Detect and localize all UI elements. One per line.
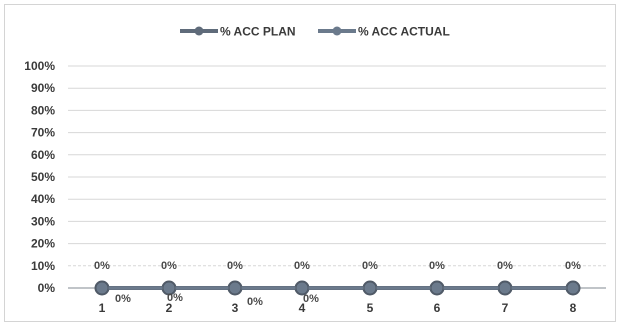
x-tick-label: 1 <box>99 301 106 315</box>
data-label-acc-plan: 0% <box>565 260 581 272</box>
x-tick-label: 7 <box>502 301 509 315</box>
data-label-acc-plan: 0% <box>294 260 310 272</box>
data-label-acc-plan: 0% <box>362 260 378 272</box>
data-labels: 0% 0% 0% 0% 0% 0% 0% 0% 0% 0% 0% 0% <box>94 260 581 308</box>
y-tick-label: 90% <box>31 81 55 95</box>
y-tick-label: 60% <box>31 148 55 162</box>
data-label-acc-plan: 0% <box>429 260 445 272</box>
legend-item-acc-plan: % ACC PLAN <box>180 25 296 39</box>
x-tick-label: 2 <box>166 301 173 315</box>
series-point-acc-actual <box>228 281 242 295</box>
y-tick-label: 50% <box>31 170 55 184</box>
data-label-acc-actual: 0% <box>247 296 263 308</box>
data-label-acc-actual: 0% <box>167 292 183 304</box>
x-tick-label: 3 <box>232 301 239 315</box>
data-label-acc-plan: 0% <box>161 260 177 272</box>
series-point-acc-actual <box>430 281 444 295</box>
series-point-acc-actual <box>95 281 109 295</box>
data-label-acc-plan: 0% <box>497 260 513 272</box>
x-tick-label: 8 <box>570 301 577 315</box>
data-label-acc-plan: 0% <box>227 260 243 272</box>
series-point-acc-actual <box>162 281 176 295</box>
data-label-acc-plan: 0% <box>94 260 110 272</box>
gridlines <box>68 65 606 289</box>
legend-label: % ACC ACTUAL <box>358 25 450 39</box>
series-point-acc-actual <box>363 281 377 295</box>
series-point-acc-actual <box>295 281 309 295</box>
x-tick-label: 6 <box>434 301 441 315</box>
y-tick-label: 0% <box>38 281 56 295</box>
y-tick-label: 40% <box>31 192 55 206</box>
x-axis-ticks: 1 2 3 4 5 6 7 8 <box>99 301 577 315</box>
data-label-acc-actual: 0% <box>115 293 131 305</box>
legend-marker-swatch <box>194 26 204 36</box>
chart-legend: % ACC PLAN % ACC ACTUAL <box>180 25 450 39</box>
x-tick-label: 5 <box>367 301 374 315</box>
y-tick-label: 30% <box>31 214 55 228</box>
y-tick-label: 10% <box>31 259 55 273</box>
chart-frame <box>4 4 616 322</box>
y-tick-label: 80% <box>31 103 55 117</box>
x-tick-label: 4 <box>299 301 306 315</box>
y-axis-ticks: 0% 10% 20% 30% 40% 50% 60% 70% 80% 90% 100% <box>24 59 55 295</box>
series-layer <box>94 280 581 296</box>
y-tick-label: 70% <box>31 126 55 140</box>
series-point-acc-actual <box>498 281 512 295</box>
data-label-acc-actual: 0% <box>303 293 319 305</box>
legend-label: % ACC PLAN <box>220 25 296 39</box>
y-tick-label: 20% <box>31 237 55 251</box>
y-tick-label: 100% <box>24 59 55 73</box>
legend-marker-swatch <box>332 26 342 36</box>
series-point-acc-actual <box>566 281 580 295</box>
legend-item-acc-actual: % ACC ACTUAL <box>318 25 450 39</box>
